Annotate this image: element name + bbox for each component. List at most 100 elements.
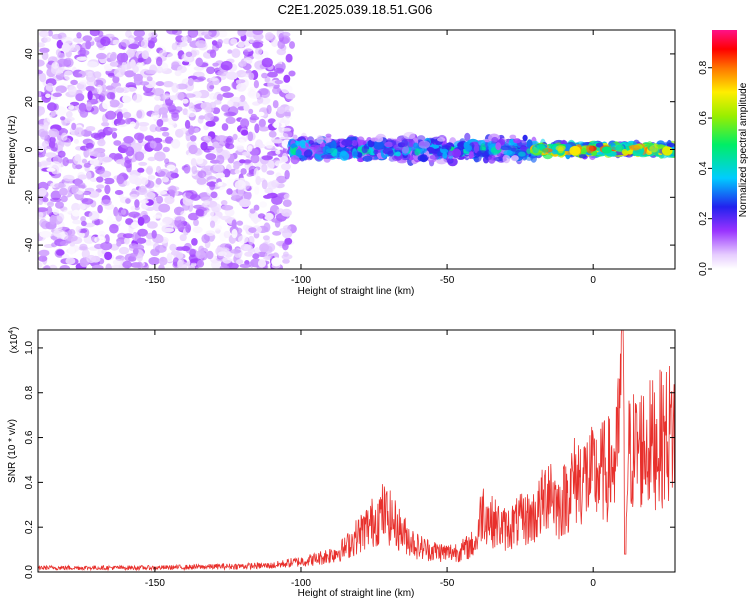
snr-x-tick-label: -100: [291, 578, 311, 589]
spectrogram-cell: [92, 264, 104, 269]
spectrogram-cell: [71, 209, 81, 217]
spectrogram-cell: [185, 51, 193, 58]
snr-y-tick-label: 0.0: [24, 565, 35, 579]
spectrogram-cell: [181, 98, 189, 104]
spectrogram-cell: [220, 200, 228, 206]
spectrogram-cell: [45, 82, 54, 92]
spectrogram-cell: [97, 30, 104, 37]
spectrogram-cell: [49, 214, 57, 225]
spectrogram-cell: [169, 243, 177, 251]
spectrogram-cell: [74, 178, 81, 187]
spectrogram-cell: [258, 126, 270, 132]
spectrogram-cell: [151, 110, 160, 116]
spectrogram-cell: [257, 96, 264, 104]
spectrogram-cell: [88, 211, 100, 221]
spectrogram-cell: [149, 140, 157, 149]
spectrogram-cell: [48, 128, 60, 138]
spectrogram-cell: [601, 146, 612, 154]
spectrogram-cell: [55, 201, 64, 209]
spectrogram-cell: [125, 146, 135, 157]
spectrogram-cell: [532, 143, 540, 154]
spectrogram-cell: [68, 85, 77, 96]
snr-y-axis-title: SNR (10 * v/v): [7, 419, 18, 483]
spectrogram-y-tick-label: 40: [24, 48, 35, 60]
spectrogram-cell: [144, 191, 156, 199]
spectrogram-cell: [79, 80, 89, 85]
spectrogram-panel: -150 -100 -50 0 -40 -20 0 20 40 Height of strai…: [7, 29, 676, 297]
spectrogram-cell: [244, 251, 254, 257]
spectrogram-cell: [495, 142, 502, 151]
spectrogram-cell: [225, 116, 236, 124]
spectrogram-cell: [64, 118, 72, 124]
spectrogram-cell: [78, 102, 87, 112]
spectrogram-cell: [85, 142, 95, 149]
spectrogram-cell: [68, 246, 75, 255]
spectrogram-cell: [370, 137, 378, 142]
spectrogram-cell: [457, 141, 465, 151]
spectrogram-cell: [111, 132, 118, 139]
spectrogram-cell: [59, 240, 69, 246]
spectrogram-cell: [45, 93, 51, 99]
spectrogram-cell: [452, 148, 462, 158]
spectrogram-cell: [159, 49, 167, 57]
spectrogram-cell: [205, 230, 216, 237]
spectrogram-cell: [38, 187, 47, 197]
spectrogram-cell: [234, 169, 240, 175]
spectrogram-cell: [43, 36, 52, 43]
spectrogram-cell: [200, 196, 213, 202]
spectrogram-cell: [281, 163, 291, 171]
spectrogram-cell: [248, 91, 260, 99]
spectrogram-cell: [189, 258, 199, 264]
spectrogram-cell: [266, 243, 276, 252]
spectrogram-cell: [206, 66, 215, 75]
spectrogram-cell: [43, 264, 51, 269]
spectrogram-cell: [215, 135, 228, 142]
snr-y-tick-label: 0.8: [24, 385, 35, 399]
spectrogram-cell: [131, 221, 139, 229]
spectrogram-cell: [70, 79, 78, 86]
spectrogram-cell: [176, 83, 188, 90]
snr-y-tick-label: 0.4: [24, 475, 35, 489]
spectrogram-cell: [491, 136, 499, 144]
spectrogram-cell: [136, 261, 143, 269]
spectrogram-cell: [257, 213, 266, 219]
spectrogram-cell: [198, 115, 205, 120]
spectrogram-cell: [241, 129, 249, 136]
spectrogram-cell: [259, 143, 265, 149]
spectrogram-cell: [215, 172, 226, 179]
spectrogram-cell: [123, 136, 134, 144]
spectrogram-cell: [51, 33, 63, 40]
colorbar-tick-label: 0.4: [698, 161, 709, 175]
spectrogram-cell: [200, 102, 212, 110]
spectrogram-cell: [232, 133, 238, 140]
spectrogram-cell: [96, 84, 103, 94]
spectrogram-cell: [79, 243, 88, 251]
spectrogram-cell: [60, 195, 68, 203]
spectrogram-cell: [106, 92, 115, 100]
spectrogram-cell: [166, 52, 179, 61]
spectrogram-cell: [62, 157, 69, 167]
snr-x-tick-label: -50: [440, 578, 455, 589]
spectrogram-cell: [229, 96, 241, 103]
spectrogram-cell: [97, 138, 106, 147]
spectrogram-cell: [239, 94, 246, 103]
spectrogram-cell: [39, 218, 48, 228]
spectrogram-cell: [63, 209, 74, 214]
spectrogram-cell: [227, 49, 233, 54]
spectrogram-cell: [272, 230, 282, 236]
spectrogram-x-ticks: -150 -100 -50 0: [145, 30, 596, 286]
spectrogram-cell: [156, 119, 164, 127]
spectrogram-cell: [102, 156, 113, 163]
spectrogram-cell: [75, 93, 85, 102]
colorbar-tick-label: 0.6: [698, 111, 709, 125]
spectrogram-cell: [90, 177, 98, 182]
spectrogram-cell: [86, 61, 98, 68]
spectrogram-cell: [502, 154, 511, 164]
spectrogram-cell: [147, 156, 156, 162]
spectrogram-cell: [586, 144, 594, 154]
spectrogram-cell: [261, 72, 268, 79]
spectrogram-cell: [182, 108, 189, 116]
spectrogram-cell: [97, 204, 103, 214]
spectrogram-cell: [252, 41, 264, 49]
spectrogram-cell: [254, 186, 260, 195]
